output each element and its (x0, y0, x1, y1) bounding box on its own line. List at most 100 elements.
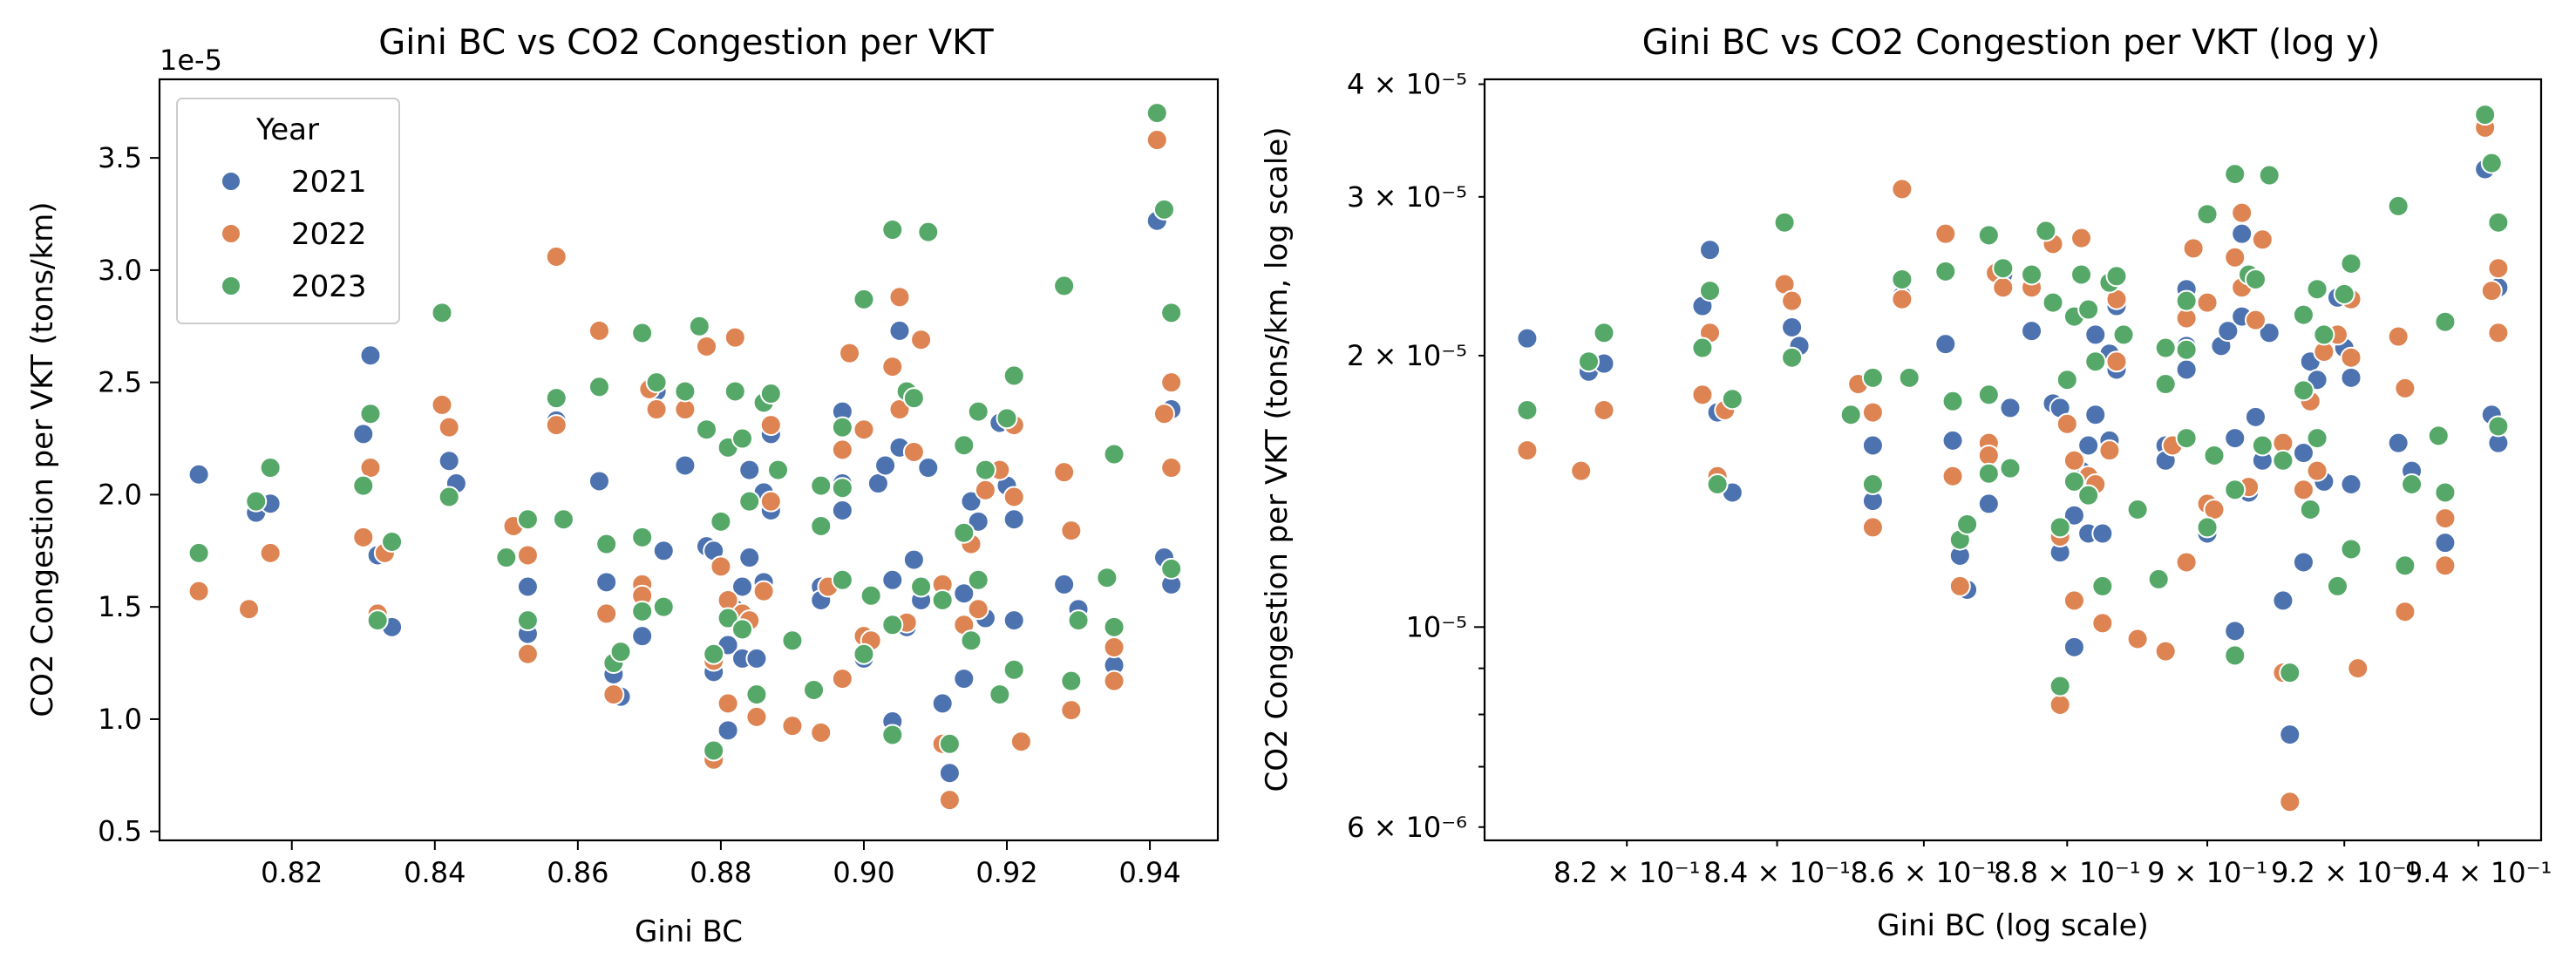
left-point-2022 (238, 598, 261, 621)
right-point-2022 (2154, 640, 2177, 663)
left-point-2021 (953, 668, 975, 690)
right-point-2023 (2042, 291, 2064, 314)
right-x-tick-label: 9 × 10⁻¹ (2147, 856, 2267, 889)
left-point-2021 (717, 719, 739, 742)
right-axis-ticks: 6 × 10⁻⁶ 10⁻⁵ 2 × 10⁻⁵ 3 × 10⁻⁵ 4 × 10⁻⁵ 8.2 … (1347, 68, 2552, 889)
left-point-2022 (1103, 636, 1125, 659)
right-point-2022 (1861, 401, 1884, 424)
left-point-2022 (516, 544, 539, 567)
left-point-2021 (888, 319, 911, 342)
right-x-tick-label: 8.2 × 10⁻¹ (1553, 856, 1700, 889)
left-point-2022 (1003, 486, 1025, 508)
right-point-2021 (1999, 397, 2022, 419)
right-point-2023 (2340, 252, 2362, 275)
left-point-2022 (710, 555, 732, 578)
left-y-tick-label: 1.5 (98, 590, 142, 623)
left-point-2022 (602, 683, 625, 706)
left-x-tick-label: 0.88 (690, 856, 751, 889)
left-point-2023 (674, 380, 697, 403)
right-point-2023 (2049, 516, 2071, 539)
left-point-2023 (187, 541, 210, 564)
left-point-2023 (853, 642, 875, 665)
left-point-2021 (738, 459, 761, 481)
right-point-2023 (2175, 427, 2198, 450)
right-point-2022 (2292, 479, 2314, 501)
right-point-2023 (1577, 350, 1600, 373)
left-point-2022 (187, 580, 210, 602)
left-point-2021 (631, 625, 654, 648)
right-point-2023 (2224, 479, 2246, 501)
right-point-2022 (1861, 516, 1884, 539)
right-y-tick-label: 4 × 10⁻⁵ (1347, 68, 1467, 101)
right-point-2023 (2077, 298, 2100, 321)
right-point-2023 (2126, 498, 2149, 520)
legend-marker-2023 (221, 275, 241, 296)
right-point-2022 (1781, 289, 1804, 312)
left-point-2023 (731, 618, 754, 641)
right-point-2023 (2401, 473, 2423, 496)
right-point-2022 (1593, 399, 1615, 422)
right-point-2021 (2258, 322, 2280, 344)
right-point-2021 (2434, 532, 2457, 554)
right-point-2023 (1721, 388, 1743, 411)
right-point-2022 (1891, 288, 1913, 310)
right-point-2023 (2203, 444, 2226, 466)
right-point-2023 (2394, 554, 2416, 577)
left-point-2023 (366, 609, 389, 632)
left-point-2022 (595, 602, 618, 625)
right-point-2023 (2063, 470, 2085, 493)
left-point-2022 (974, 479, 996, 501)
left-point-2023 (431, 302, 453, 324)
right-point-2021 (1934, 333, 1957, 356)
left-y-axis-label: CO2 Congestion per VKT (tons/km) (25, 201, 60, 717)
left-point-2022 (1160, 371, 1183, 394)
right-point-2023 (2313, 323, 2335, 346)
left-point-2023 (724, 380, 746, 403)
left-point-2023 (902, 387, 925, 410)
right-x-tick-label: 8.6 × 10⁻¹ (1851, 856, 1997, 889)
left-point-2022 (359, 457, 382, 479)
right-point-2022 (2070, 227, 2093, 249)
left-point-2023 (803, 678, 826, 701)
left-point-2023 (1067, 609, 1090, 632)
right-x-tick-label: 8.8 × 10⁻¹ (1994, 856, 2140, 889)
left-point-2023 (516, 508, 539, 531)
right-point-2023 (2487, 415, 2510, 438)
right-point-2022 (2056, 412, 2078, 435)
left-point-2022 (545, 414, 568, 437)
right-point-2023 (2387, 194, 2409, 217)
right-point-2023 (2196, 516, 2219, 539)
right-point-2022 (1941, 465, 1964, 487)
right-point-2022 (2105, 350, 2128, 373)
right-point-2021 (1699, 239, 1722, 262)
left-point-2023 (731, 427, 754, 450)
left-point-2022 (888, 286, 911, 309)
left-plot-frame (158, 78, 1220, 842)
left-point-2022 (1060, 520, 1083, 542)
right-point-2022 (1691, 384, 1714, 406)
right-point-2023 (1773, 211, 1796, 234)
right-point-2023 (2272, 449, 2294, 472)
right-point-2022 (1570, 459, 1593, 482)
left-point-2021 (187, 463, 210, 486)
right-point-2023 (2077, 484, 2100, 506)
right-point-2021 (2231, 222, 2253, 245)
left-point-2022 (938, 789, 961, 812)
right-panel: Gini BC vs CO2 Congestion per VKT (log y… (1260, 23, 2552, 943)
left-point-2022 (588, 319, 610, 342)
right-point-2022 (2182, 237, 2205, 260)
right-point-2023 (2224, 163, 2246, 186)
left-point-2023 (1096, 567, 1118, 589)
left-point-2021 (516, 575, 539, 598)
left-chart-title: Gini BC vs CO2 Congestion per VKT (378, 23, 994, 63)
right-y-tick-label: 2 × 10⁻⁵ (1347, 339, 1467, 372)
left-point-2022 (781, 715, 804, 737)
right-point-2022 (2224, 246, 2246, 268)
right-x-tick-label: 9.4 × 10⁻¹ (2405, 856, 2552, 889)
right-point-2023 (2070, 263, 2093, 286)
right-point-2023 (1977, 224, 2000, 247)
right-point-2021 (2063, 636, 2085, 658)
right-point-2021 (1941, 429, 1964, 452)
right-point-2022 (2347, 657, 2369, 680)
left-x-tick-label: 0.92 (975, 856, 1037, 889)
